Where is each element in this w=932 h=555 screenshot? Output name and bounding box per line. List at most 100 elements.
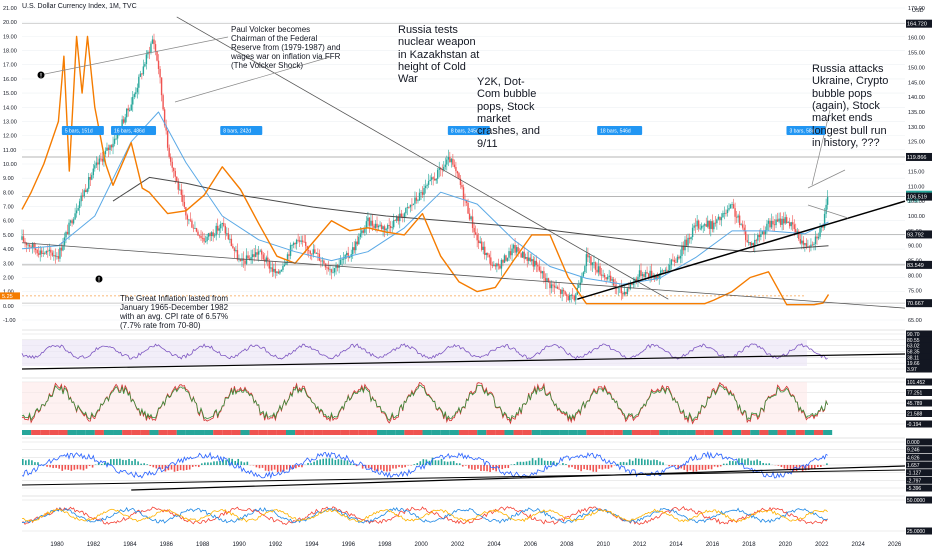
candle-body (84, 190, 85, 196)
left-tick-label: 8.00 (3, 190, 14, 196)
candle-body (493, 265, 494, 266)
candle-body (759, 235, 760, 237)
macd-histogram-bar (380, 465, 382, 470)
candle-body (593, 262, 594, 263)
candle-body (360, 234, 361, 237)
candle-body (300, 241, 301, 242)
macd-histogram-bar (781, 465, 783, 467)
candle-body (244, 261, 245, 264)
signal-strip-cell (477, 430, 486, 435)
macd-histogram-bar (177, 465, 179, 471)
candle-body (736, 217, 737, 218)
candle-body (648, 273, 649, 277)
signal-strip-cell (650, 430, 659, 435)
signal-strip-cell (823, 430, 832, 435)
macd-histogram-bar (726, 464, 728, 465)
candle-body (354, 247, 355, 250)
candle-body (716, 219, 717, 223)
right-tick-label: 140.00 (908, 95, 925, 101)
candle-body (695, 225, 696, 226)
macd-histogram-bar (101, 464, 103, 465)
candle-body (159, 69, 160, 77)
candle-body (332, 272, 333, 273)
macd-histogram-bar (653, 460, 655, 465)
left-tick-label: 10.00 (3, 162, 17, 168)
candle-body (740, 224, 741, 225)
candle-body (190, 220, 191, 221)
macd-histogram-bar (571, 465, 573, 467)
candle-body (739, 216, 740, 225)
price-label-sub: 30 4h (907, 199, 920, 205)
candle-body (662, 270, 663, 271)
candle-body (598, 266, 599, 272)
signal-strip-cell (778, 430, 787, 435)
macd-histogram-bar (605, 465, 607, 469)
macd-histogram-bar (750, 461, 752, 465)
candle-body (514, 245, 515, 253)
macd-histogram-bar (465, 465, 467, 466)
candle-body (93, 169, 94, 176)
macd-histogram-bar (723, 464, 725, 465)
signal-strip-cell (523, 430, 532, 435)
signal-strip-cell (168, 430, 177, 435)
candle-body (258, 251, 259, 254)
candle-body (520, 253, 521, 257)
left-tick-label: -1.00 (3, 318, 16, 324)
candle-body (203, 238, 204, 241)
macd-histogram-bar (787, 465, 789, 469)
macd-histogram-bar (83, 465, 85, 470)
right-tick-label: 130.00 (908, 125, 925, 131)
x-tick-label: 1994 (305, 542, 319, 548)
candle-body (706, 224, 707, 227)
signal-strip-cell (623, 430, 632, 435)
candle-body (742, 224, 743, 227)
candle-body (299, 240, 300, 241)
candle-body (704, 224, 705, 225)
bars-range-label: 5 bars, 151d (65, 129, 93, 135)
sma-fast-line (22, 112, 829, 284)
candle-body (470, 216, 471, 219)
right-tick-label: 135.00 (908, 110, 925, 116)
candle-body (607, 277, 608, 279)
candle-body (762, 232, 763, 235)
candle-body (774, 224, 775, 225)
macd-histogram-bar (562, 463, 564, 465)
macd-histogram-bar (568, 465, 570, 467)
macd-histogram-bar (210, 462, 212, 465)
signal-strip-cell (95, 430, 104, 435)
candle-body (627, 288, 628, 294)
candle-body (276, 271, 277, 273)
signal-strip-cell (140, 430, 149, 435)
signal-strip-cell (541, 430, 550, 435)
candle-body (191, 221, 192, 228)
candle-body (252, 254, 253, 257)
macd-histogram-bar (623, 462, 625, 465)
candle-body (542, 271, 543, 273)
candle-body (58, 256, 59, 259)
candle-body (30, 247, 31, 248)
panel-label: 3.97 (907, 367, 917, 373)
candle-body (665, 270, 666, 272)
left-tick-label: 9.00 (3, 176, 14, 182)
candle-body (534, 261, 535, 267)
macd-histogram-bar (368, 465, 370, 468)
candle-body (605, 277, 606, 279)
macd-histogram-bar (392, 465, 394, 469)
candle-body (140, 74, 141, 77)
candle-body (504, 255, 505, 262)
candle-body (413, 204, 414, 205)
macd-histogram-bar (586, 465, 588, 470)
panel-label: -2.797 (907, 478, 921, 484)
macd-histogram-bar (462, 465, 464, 467)
macd-histogram-bar (332, 458, 334, 465)
annotation-volcker: Paul Volcker becomes Chairman of the Fed… (231, 26, 343, 71)
x-tick-label: 2018 (742, 542, 756, 548)
candle-body (234, 248, 235, 251)
signal-strip-cell (805, 430, 814, 435)
candle-body (672, 260, 673, 261)
candle-body (61, 248, 62, 251)
signal-strip-cell (550, 430, 559, 435)
annotation-russia-nuclear: Russia tests nuclear weapon in Kazakhsta… (398, 24, 480, 86)
candle-body (422, 192, 423, 195)
